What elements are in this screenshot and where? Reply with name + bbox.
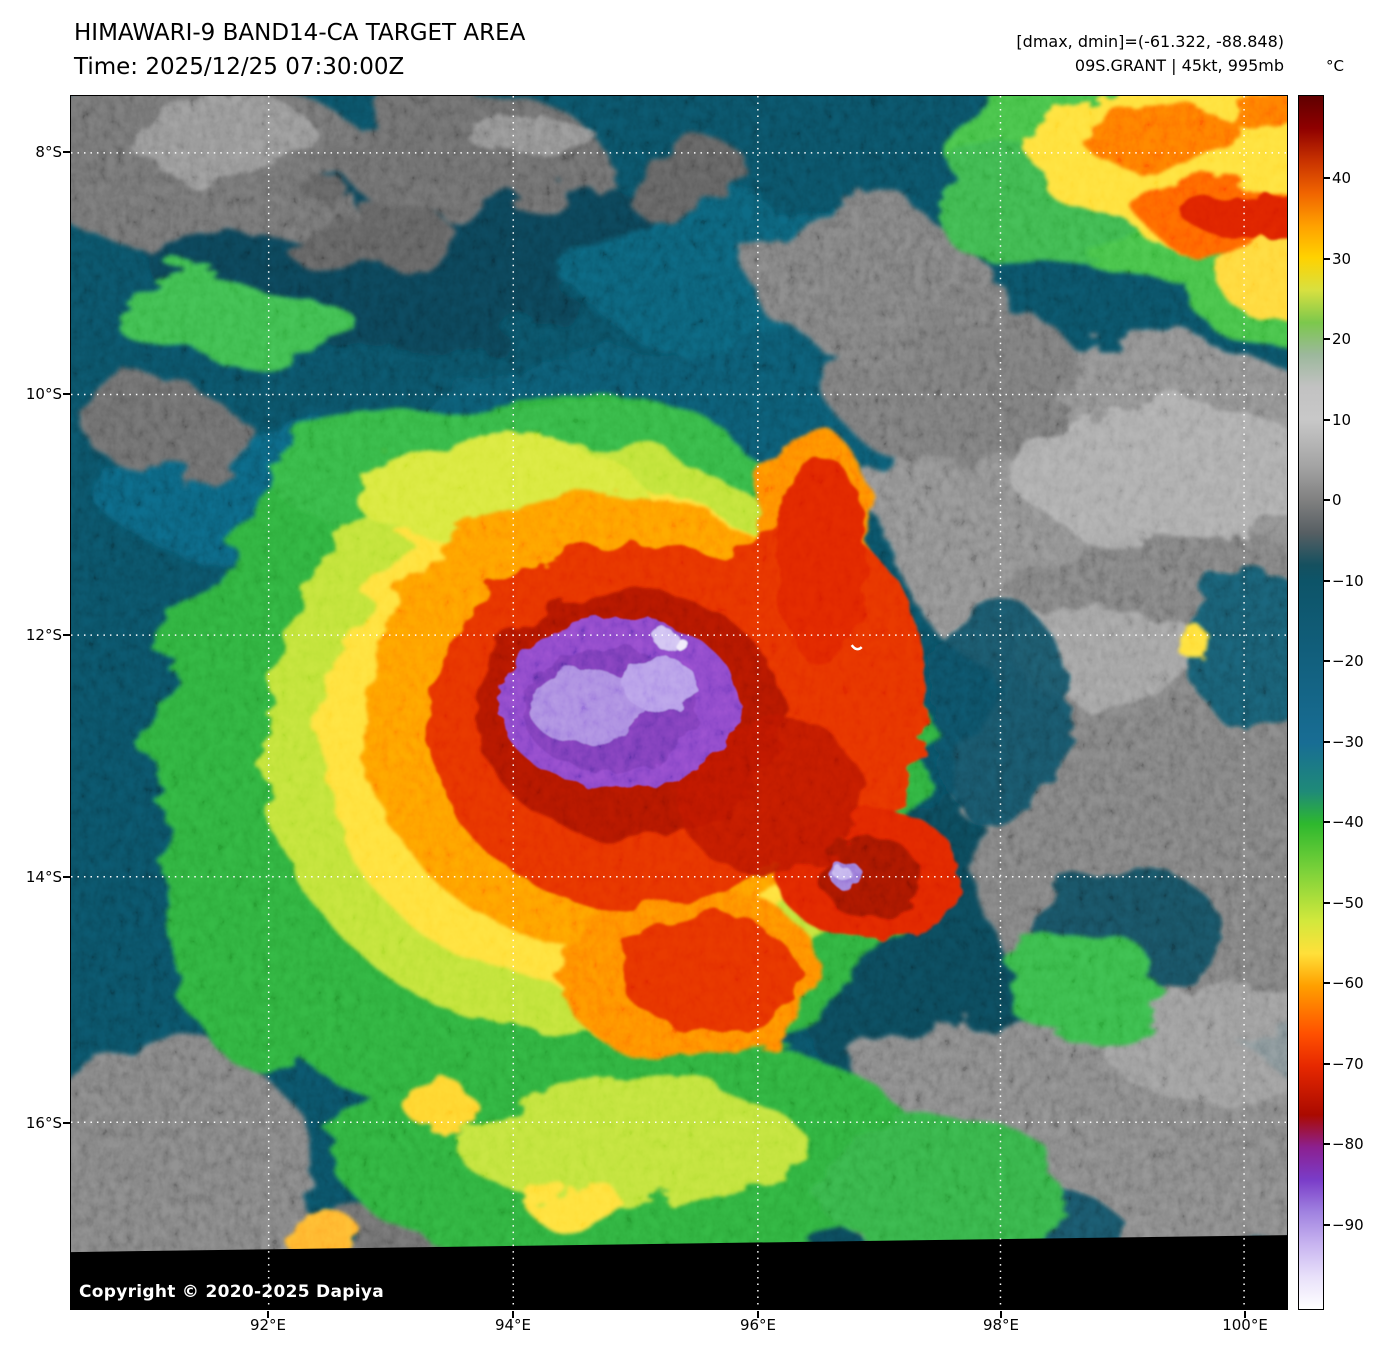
colorbar-tick-label: −20	[1332, 652, 1364, 670]
satellite-map: Copyright © 2020-2025 Dapiya	[70, 95, 1288, 1310]
colorbar-tick-label: −30	[1332, 733, 1364, 751]
colorbar-tick	[1324, 419, 1330, 421]
lat-tick-label: 14°S	[25, 868, 62, 886]
colorbar-tick-label: −70	[1332, 1055, 1364, 1073]
storm-info-readout: 09S.GRANT | 45kt, 995mb	[1074, 56, 1284, 75]
colorbar-tick-label: −90	[1332, 1216, 1364, 1234]
header-readouts: [dmax, dmin]=(-61.322, -88.848) 09S.GRAN…	[1016, 30, 1284, 78]
lon-tick-label: 100°E	[1222, 1316, 1268, 1334]
colorbar-tick	[1324, 821, 1330, 823]
lon-tick-label: 98°E	[982, 1316, 1020, 1334]
data-void-band	[71, 1235, 1287, 1309]
colorbar-tick	[1324, 499, 1330, 501]
colorbar-tick-label: 10	[1332, 411, 1352, 429]
colorbar-tick	[1324, 338, 1330, 340]
colorbar-tick	[1324, 902, 1330, 904]
x-axis-tick	[512, 1311, 514, 1318]
colorbar-tick-label: 0	[1332, 491, 1342, 509]
colorbar-tick	[1324, 580, 1330, 582]
y-axis-tick	[63, 634, 70, 636]
y-axis-tick	[63, 393, 70, 395]
colorbar-tick-label: −40	[1332, 813, 1364, 831]
cloud-texture-grain	[71, 96, 1287, 1309]
colorbar-tick-label: −80	[1332, 1135, 1364, 1153]
colorbar-tick	[1324, 741, 1330, 743]
y-axis-tick	[63, 1122, 70, 1124]
lon-tick-label: 96°E	[739, 1316, 777, 1334]
x-axis-tick	[1000, 1311, 1002, 1318]
dmax-dmin-readout: [dmax, dmin]=(-61.322, -88.848)	[1016, 32, 1284, 51]
satellite-imagery	[71, 96, 1287, 1309]
y-axis-tick	[63, 876, 70, 878]
x-axis-tick	[267, 1311, 269, 1318]
colorbar-tick	[1324, 660, 1330, 662]
colorbar	[1298, 95, 1324, 1310]
colorbar-tick-label: 30	[1332, 250, 1352, 268]
colorbar-tick	[1324, 1224, 1330, 1226]
timestamp: Time: 2025/12/25 07:30:00Z	[74, 54, 405, 80]
colorbar-tick	[1324, 258, 1330, 260]
colorbar-tick-label: −50	[1332, 894, 1364, 912]
lat-tick-label: 10°S	[25, 385, 62, 403]
colorbar-gradient	[1299, 96, 1323, 1309]
x-axis-tick	[1244, 1311, 1246, 1318]
colorbar-unit: °C	[1326, 57, 1344, 75]
colorbar-tick-label: 20	[1332, 330, 1352, 348]
title-block: HIMAWARI-9 BAND14-CA TARGET AREA Time: 2…	[74, 16, 525, 84]
graticule-gridlines	[71, 96, 1287, 1309]
colorbar-tick	[1324, 177, 1330, 179]
colorbar-tick-label: −10	[1332, 572, 1364, 590]
lat-tick-label: 12°S	[25, 626, 62, 644]
colorbar-tick	[1324, 1063, 1330, 1065]
colorbar-tick-label: 40	[1332, 169, 1352, 187]
colorbar-tick	[1324, 982, 1330, 984]
lat-tick-label: 16°S	[25, 1114, 62, 1132]
page-title: HIMAWARI-9 BAND14-CA TARGET AREA	[74, 20, 526, 46]
lon-tick-label: 92°E	[249, 1316, 287, 1334]
y-axis-tick	[63, 151, 70, 153]
x-axis-tick	[757, 1311, 759, 1318]
lat-tick-label: 8°S	[35, 143, 62, 161]
colorbar-tick-label: −60	[1332, 974, 1364, 992]
colorbar-tick	[1324, 1143, 1330, 1145]
lon-tick-label: 94°E	[494, 1316, 532, 1334]
copyright-label: Copyright © 2020-2025 Dapiya	[79, 1282, 384, 1302]
